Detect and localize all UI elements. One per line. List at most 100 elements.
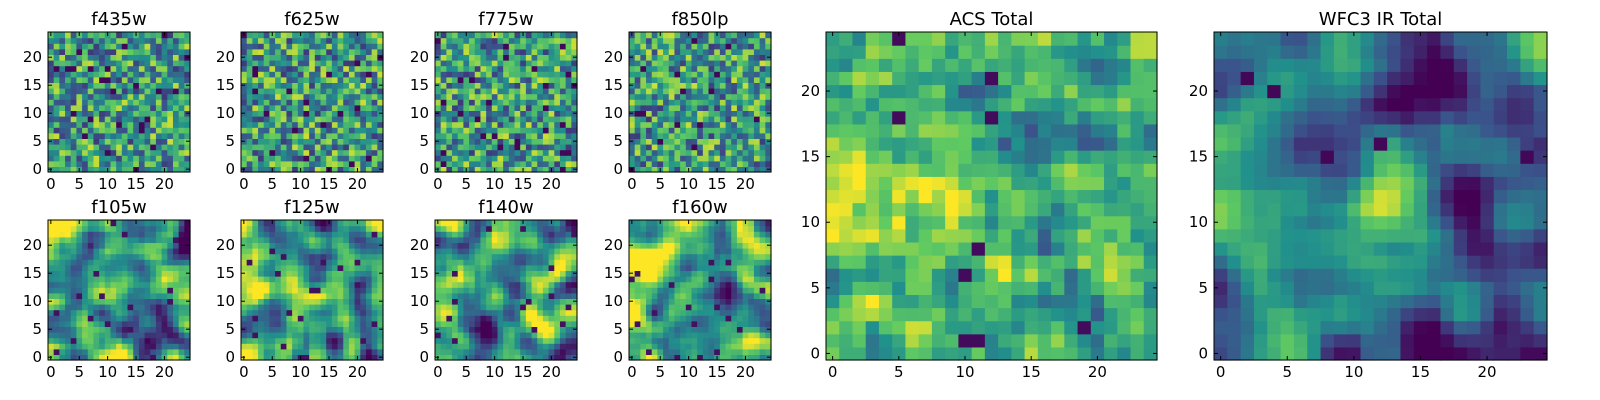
heatmap-cell — [65, 337, 72, 344]
heatmap-cell — [486, 343, 493, 350]
heatmap-cell — [663, 93, 670, 100]
heatmap-cell — [59, 281, 66, 288]
heatmap-cell — [360, 225, 367, 232]
heatmap-cell — [554, 248, 561, 255]
heatmap-cell — [303, 149, 310, 156]
heatmap-cell — [634, 116, 641, 123]
heatmap-cell — [87, 93, 95, 100]
heatmap-cell — [314, 259, 322, 266]
heatmap-cell — [275, 127, 282, 134]
heatmap-cell — [371, 337, 378, 344]
heatmap-cell — [343, 348, 350, 355]
heatmap-cell — [280, 298, 288, 305]
heatmap-cell — [314, 292, 322, 299]
heatmap-cell — [246, 220, 253, 227]
heatmap-cell — [668, 104, 676, 111]
heatmap-cell — [377, 93, 384, 100]
heatmap-cell — [646, 43, 653, 50]
heatmap-cell — [116, 132, 123, 139]
heatmap-cell — [65, 37, 72, 44]
heatmap-cell — [127, 236, 134, 243]
heatmap-cell — [263, 348, 270, 355]
heatmap-cell — [320, 292, 327, 299]
heatmap-cell — [668, 292, 676, 299]
heatmap-cell — [337, 281, 344, 288]
heatmap-cell — [303, 82, 310, 89]
heatmap-cell — [87, 132, 95, 139]
heatmap-cell — [365, 220, 373, 227]
heatmap-cell — [565, 37, 572, 44]
heatmap-cell — [161, 242, 168, 249]
heatmap-cell — [309, 248, 316, 255]
heatmap-cell — [246, 298, 253, 305]
heatmap-cell — [59, 264, 66, 271]
heatmap-cell — [82, 138, 89, 145]
heatmap-cell — [93, 60, 100, 67]
heatmap-cell — [491, 287, 499, 294]
heatmap-cell — [371, 281, 378, 288]
heatmap-cell — [646, 348, 653, 355]
heatmap-cell — [725, 132, 732, 139]
heatmap-cell — [497, 220, 504, 227]
heatmap-cell — [263, 54, 270, 61]
heatmap-cell — [548, 71, 555, 78]
heatmap-cell — [680, 332, 687, 339]
heatmap-cell — [371, 99, 378, 106]
heatmap-cell — [144, 37, 151, 44]
heatmap-cell — [337, 149, 344, 156]
heatmap-cell — [365, 155, 373, 162]
heatmap-cell — [263, 292, 270, 299]
heatmap-cell — [343, 220, 350, 227]
heatmap-cell — [474, 225, 482, 232]
heatmap-cell — [326, 298, 333, 305]
heatmap-cell — [331, 104, 339, 111]
heatmap-cell — [463, 60, 470, 67]
heatmap-cell — [753, 287, 761, 294]
heatmap-cell — [651, 48, 658, 55]
heatmap-cell — [275, 220, 282, 227]
heatmap-cell — [371, 231, 378, 238]
heatmap-cell — [286, 320, 293, 327]
heatmap-cell — [565, 71, 572, 78]
heatmap-cell — [155, 236, 163, 243]
heatmap-cell — [486, 54, 493, 61]
heatmap-cell — [172, 88, 180, 95]
heatmap-cell — [463, 82, 470, 89]
heatmap-cell — [286, 309, 293, 316]
heatmap-cell — [525, 337, 533, 344]
heatmap-cell — [497, 348, 504, 355]
heatmap-cell — [702, 281, 710, 288]
heatmap-cell — [559, 320, 567, 327]
heatmap-cell — [320, 220, 327, 227]
heatmap-cell — [309, 155, 316, 162]
heatmap-cell — [172, 242, 180, 249]
heatmap-cell — [674, 110, 681, 117]
heatmap-cell — [172, 144, 180, 151]
heatmap-cell — [246, 166, 253, 173]
heatmap-cell — [104, 231, 112, 238]
heatmap-cell — [520, 276, 527, 283]
heatmap-cell — [138, 337, 146, 344]
heatmap-cell — [59, 71, 66, 78]
heatmap-cell — [708, 104, 715, 111]
heatmap-cell — [138, 348, 146, 355]
heatmap-cell — [525, 225, 533, 232]
heatmap-cell — [104, 65, 112, 72]
heatmap-cell — [241, 48, 248, 55]
heatmap-cell — [668, 138, 676, 145]
heatmap-cell — [365, 270, 373, 277]
heatmap-cell — [155, 48, 163, 55]
heatmap-cell — [286, 248, 293, 255]
heatmap-cell — [463, 54, 470, 61]
heatmap-cell — [452, 93, 459, 100]
heatmap-cell — [640, 292, 647, 299]
heatmap-cell — [275, 259, 282, 266]
heatmap-cell — [435, 248, 442, 255]
heatmap-cell — [651, 93, 658, 100]
heatmap-cell — [531, 264, 538, 271]
heatmap-cell — [161, 259, 168, 266]
heatmap-cell — [360, 54, 367, 61]
heatmap-cell — [514, 82, 521, 89]
heatmap-cell — [663, 37, 670, 44]
heatmap-cell — [651, 320, 658, 327]
